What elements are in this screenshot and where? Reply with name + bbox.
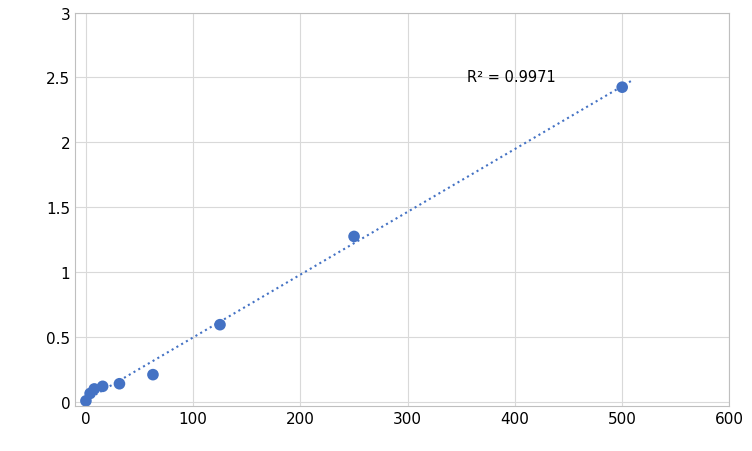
Point — [616, 84, 628, 92]
Point — [348, 233, 360, 240]
Point — [97, 383, 109, 390]
Point — [84, 390, 96, 397]
Point — [80, 397, 92, 405]
Text: R² = 0.9971: R² = 0.9971 — [467, 70, 556, 85]
Point — [88, 386, 100, 393]
Point — [114, 380, 126, 387]
Point — [147, 371, 159, 378]
Point — [214, 322, 226, 329]
